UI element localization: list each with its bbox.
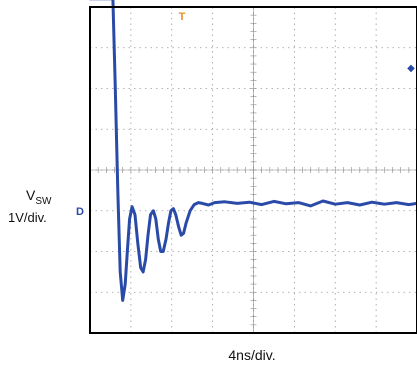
vsw-waveform-trace	[89, 0, 417, 302]
trigger-marker: T	[179, 11, 186, 23]
y-axis-subscript: SW	[35, 196, 52, 207]
graticule	[90, 7, 417, 333]
trigger-level-marker: ◆	[407, 63, 415, 74]
channel-ground-marker: D	[76, 206, 84, 218]
y-axis-label: VSW	[26, 187, 52, 207]
y-axis-signal: V	[26, 187, 36, 203]
y-axis-scale: 1V/div.	[8, 210, 47, 225]
x-axis-scale: 4ns/div.	[228, 347, 275, 363]
plot-frame	[89, 6, 417, 334]
